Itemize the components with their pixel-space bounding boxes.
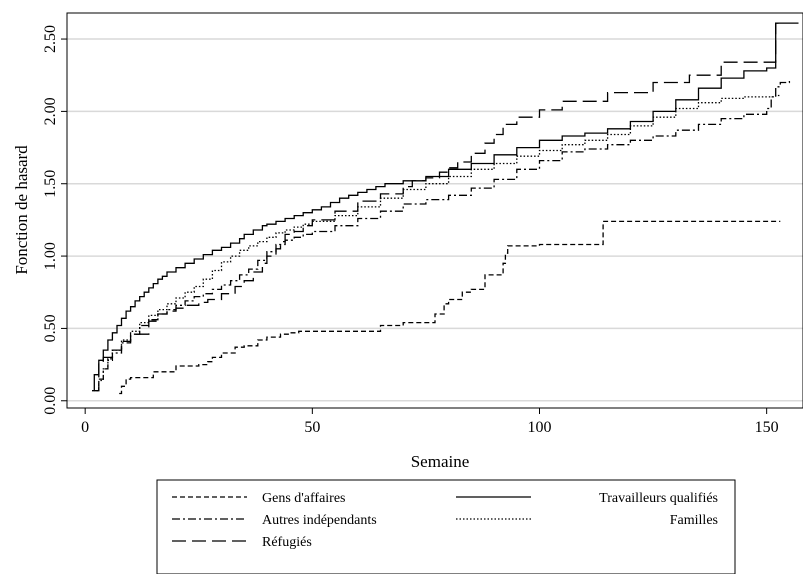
y-tick-label: 1.50: [42, 170, 59, 198]
legend-label: Gens d'affaires: [262, 491, 346, 506]
x-tick-label: 0: [81, 419, 89, 436]
series-line-gens-d-affaires: [119, 220, 781, 395]
x-tick-label: 100: [527, 419, 551, 436]
y-tick-label: 2.00: [42, 97, 59, 125]
legend-label: Travailleurs qualifiés: [599, 491, 718, 506]
y-tick-label: 1.00: [42, 242, 59, 270]
x-axis-title: Semaine: [411, 452, 470, 471]
y-axis: 0.00 0.50 1.00 1.50 2.00 2.50: [42, 25, 67, 415]
legend: Gens d'affaires Travailleurs qualifiés Aut…: [156, 479, 736, 574]
series-group: [92, 22, 799, 395]
gridlines: [67, 38, 803, 402]
legend-label: Autres indépendants: [262, 513, 377, 528]
y-tick-label: 0.00: [42, 387, 59, 415]
y-tick-label: 2.50: [42, 25, 59, 53]
series-line-r-fugi-s: [92, 22, 781, 392]
series-line-familles: [96, 94, 781, 392]
x-tick-label: 150: [755, 419, 779, 436]
legend-label: Familles: [670, 513, 718, 528]
y-tick-label: 0.50: [42, 314, 59, 342]
series-line-travailleurs-qualifi-s: [92, 22, 799, 392]
plot-frame: [66, 12, 803, 409]
x-tick-label: 50: [304, 419, 320, 436]
x-axis: 0 50 100 150: [81, 408, 779, 436]
legend-box: [156, 479, 736, 574]
legend-label: Réfugiés: [262, 535, 312, 550]
series-line-autres-ind-pendants: [94, 81, 791, 392]
y-axis-title: Fonction de hasard: [12, 145, 31, 275]
